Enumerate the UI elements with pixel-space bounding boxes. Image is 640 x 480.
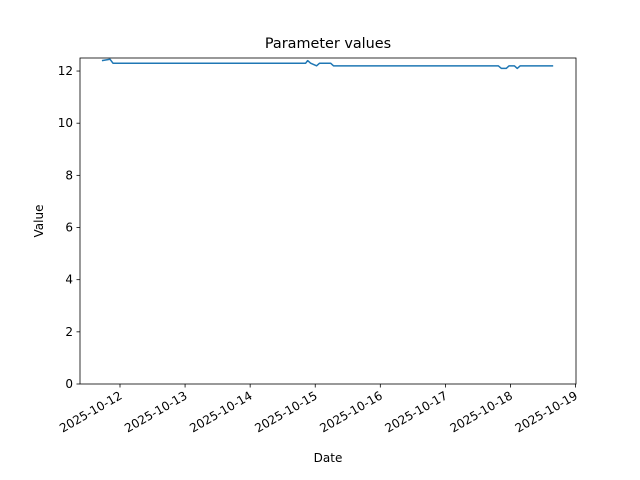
y-tick-label: 8 [65,168,73,182]
y-tick-label: 0 [65,377,73,391]
y-tick-label: 4 [65,273,73,287]
y-tick-label: 12 [58,64,73,78]
y-tick-label: 10 [58,116,73,130]
line-series [101,58,554,70]
y-tick-label: 2 [65,325,73,339]
chart-title: Parameter values [265,36,391,52]
plot-frame [79,57,577,385]
x-axis-label: Date [314,451,343,465]
y-axis-label: Value [32,205,46,238]
y-tick-label: 6 [65,221,73,235]
